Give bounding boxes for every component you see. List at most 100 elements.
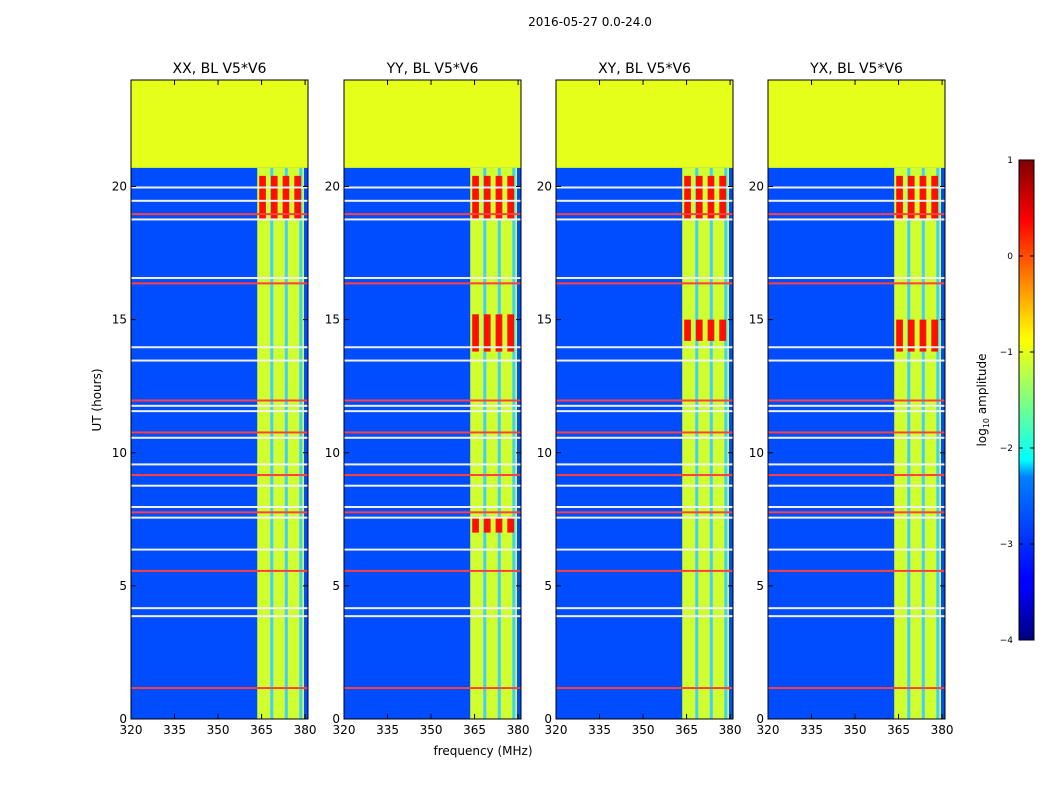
- rfi-line: [344, 607, 521, 610]
- rfi-line: [556, 410, 733, 413]
- x-tick-label: 365: [675, 723, 698, 737]
- rfi-line: [344, 410, 521, 413]
- rfi-line: [556, 282, 733, 285]
- rfi-line: [131, 218, 308, 221]
- hot-region: [684, 319, 691, 341]
- x-tick-label: 335: [376, 723, 399, 737]
- x-tick-label: 350: [207, 723, 230, 737]
- sub-channel-gap: [907, 167, 911, 720]
- signal-band: [682, 167, 729, 720]
- rfi-line: [768, 282, 945, 285]
- rfi-line: [768, 431, 945, 434]
- hot-region: [270, 175, 278, 219]
- panel-title: XY, BL V5*V6: [598, 61, 691, 77]
- rfi-line: [131, 463, 308, 466]
- hot-region: [495, 314, 503, 352]
- rfi-line: [556, 436, 733, 439]
- x-tick-label: 320: [545, 723, 568, 737]
- rfi-line: [556, 548, 733, 551]
- axes-frame: [343, 79, 522, 720]
- rfi-line: [556, 506, 733, 508]
- rfi-line: [768, 548, 945, 551]
- y-tick-label: 10: [112, 446, 127, 460]
- panel-title: YX, BL V5*V6: [809, 61, 903, 77]
- hot-region: [896, 175, 903, 219]
- rfi-line: [556, 199, 733, 202]
- colorbar-label: log10 amplitude: [975, 354, 991, 447]
- x-tick-label: 335: [588, 723, 611, 737]
- y-tick-label: 10: [325, 446, 340, 460]
- rfi-line: [768, 607, 945, 610]
- rfi-line: [556, 615, 733, 618]
- rfi-line: [768, 569, 945, 572]
- rfi-line: [131, 277, 308, 280]
- hot-region: [695, 319, 703, 341]
- rfi-line: [344, 511, 521, 514]
- x-tick-label: 320: [333, 723, 356, 737]
- hot-region: [282, 175, 290, 219]
- x-tick-label: 350: [632, 723, 655, 737]
- colorbar-tick-label: −3: [1000, 540, 1013, 550]
- y-tick-label: 15: [325, 313, 340, 327]
- rfi-line: [556, 607, 733, 610]
- rfi-line: [556, 404, 733, 407]
- rfi-line: [556, 277, 733, 280]
- signal-band: [470, 167, 517, 720]
- rfi-line: [131, 346, 308, 349]
- colorbar-ticks: 1 0 −1 −2 −3 −4: [1000, 156, 1034, 646]
- rfi-line: [768, 346, 945, 349]
- rfi-line: [556, 218, 733, 221]
- colorbar-tick-label: −1: [1000, 348, 1013, 358]
- colorbar-tick-label: −4: [1000, 636, 1014, 646]
- flagged-region: [131, 80, 308, 168]
- rfi-line: [131, 548, 308, 551]
- x-tick-label: 320: [757, 723, 780, 737]
- x-tick-label: 350: [420, 723, 443, 737]
- x-axis-label: frequency (MHz): [433, 744, 532, 758]
- rfi-line: [556, 399, 733, 402]
- hot-region: [483, 175, 491, 219]
- panel: XY, BL V5*V6 320 335 350 365 380 0 5 10 15 20: [537, 61, 742, 737]
- panel-title: XX, BL V5*V6: [173, 61, 267, 77]
- sub-channel-gap: [936, 167, 940, 720]
- rfi-line: [344, 431, 521, 434]
- rfi-line: [556, 474, 733, 477]
- y-axis-label: UT (hours): [90, 368, 104, 431]
- rfi-line: [344, 484, 521, 487]
- rfi-line: [556, 516, 733, 519]
- rfi-line: [131, 506, 308, 508]
- rfi-line: [768, 277, 945, 280]
- colorbar-gradient: [1018, 159, 1035, 641]
- sub-channel-gap: [512, 167, 516, 720]
- rfi-line: [131, 186, 308, 189]
- rfi-line: [556, 569, 733, 572]
- rfi-line: [768, 615, 945, 618]
- colorbar-tick-label: −2: [1000, 444, 1013, 454]
- hot-region: [495, 516, 503, 533]
- rfi-line: [556, 463, 733, 466]
- rfi-line: [556, 687, 733, 690]
- flagged-region: [344, 80, 521, 168]
- rfi-line: [556, 359, 733, 362]
- hot-region: [472, 314, 479, 352]
- flagged-region: [556, 80, 733, 168]
- y-tick-label: 5: [544, 579, 552, 593]
- y-tick-label: 20: [537, 180, 552, 194]
- rfi-line: [344, 506, 521, 508]
- rfi-line: [344, 463, 521, 466]
- axes-frame: [555, 79, 734, 720]
- rfi-line: [131, 474, 308, 477]
- figure-suptitle: 2016-05-27 0.0-24.0: [528, 15, 652, 29]
- panel: YX, BL V5*V6 320 335 350 365 380 0 5 10 15 20: [749, 61, 954, 737]
- rfi-line: [131, 569, 308, 572]
- rfi-line: [344, 346, 521, 349]
- colorbar: 1 0 −1 −2 −3 −4 log10 amplitude: [975, 156, 1035, 646]
- rfi-line: [344, 186, 521, 189]
- rfi-line: [344, 404, 521, 407]
- sub-channel-gap: [299, 167, 303, 720]
- hot-region: [684, 175, 691, 219]
- rfi-line: [556, 431, 733, 434]
- y-tick-label: 15: [537, 313, 552, 327]
